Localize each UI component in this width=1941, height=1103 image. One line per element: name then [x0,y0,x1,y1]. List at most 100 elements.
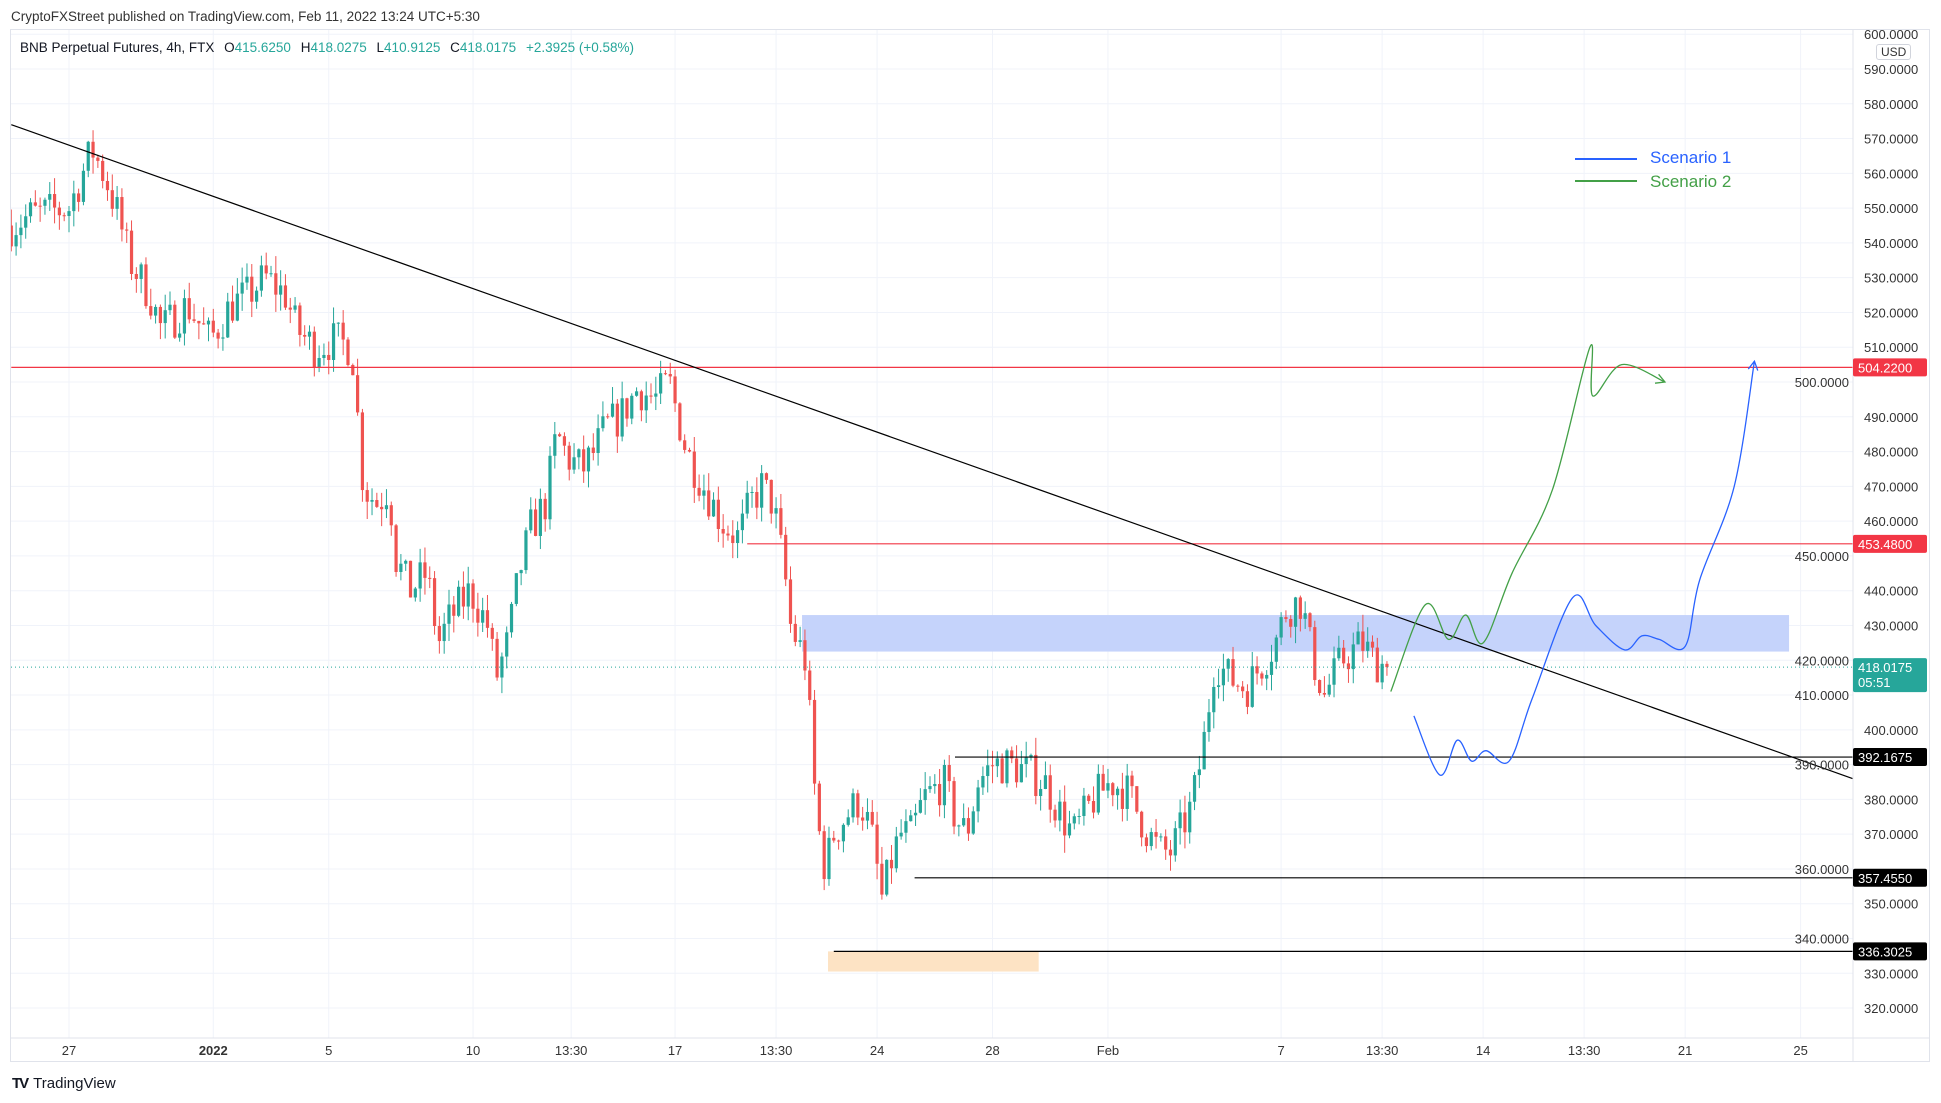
candle-body [346,339,350,366]
symbol-legend[interactable]: BNB Perpetual Futures, 4h, FTX O415.6250… [20,40,634,55]
price-tick-label: 350.0000 [1864,897,1918,912]
price-tick-label: 380.0000 [1864,792,1918,807]
candle-body [52,194,57,208]
price-tick-label: 370.0000 [1864,827,1918,842]
candle-body [567,445,571,470]
tradingview-logo[interactable]: TV TradingView [12,1075,116,1092]
candle-body [928,786,932,790]
currency-button[interactable]: USD [1876,44,1912,60]
candle-body [1067,823,1072,836]
candle-body [779,508,783,535]
candle-body [1135,786,1139,812]
candle-body [827,837,831,880]
time-tick-label: 13:30 [1568,1043,1601,1058]
scenario-1-arrow-icon [1747,359,1759,371]
candle-body [774,508,778,514]
time-tick-label: 27 [62,1043,76,1058]
candle-body [221,337,225,339]
candle-body [1168,849,1173,856]
candle-body [1274,637,1278,662]
price-tick-label: 440.0000 [1864,584,1918,599]
candle-body [1115,788,1120,796]
candle-body [1188,801,1192,833]
candle-body [812,699,817,784]
candle-body [1351,644,1355,670]
candle-body [1231,659,1235,686]
open-value: 415.6250 [234,40,291,55]
candle-body [38,205,42,207]
candle-body [1380,663,1384,683]
time-tick-label: 10 [466,1043,480,1058]
candle-body [360,412,365,491]
candle-body [1096,773,1100,813]
candle-body [803,640,807,671]
candle-body [1034,754,1038,797]
candle-body [129,230,134,274]
candle-body [57,207,61,216]
price-tick-label: 330.0000 [1864,966,1918,981]
candle-body [250,276,254,302]
candle-body [721,529,725,534]
candle-body [110,190,114,209]
open-label: O [224,40,235,55]
candle-body [120,197,124,230]
candle-body [240,282,244,294]
candle-body [43,199,47,206]
scenario-2-legend-label: Scenario 2 [1650,172,1731,191]
candle-body [726,533,730,536]
candle-body [125,229,129,231]
candle-body [476,608,480,623]
candle-body [837,840,841,842]
candle-body [481,610,485,623]
time-tick-label: 28 [985,1043,999,1058]
candle-body [865,811,870,821]
candle-body [764,473,769,480]
candle-body [1236,685,1240,687]
time-tick-label: 14 [1476,1043,1490,1058]
candle-body [1024,757,1028,765]
candle-body [918,800,922,813]
candle-body [861,817,865,821]
candle-body [760,473,764,508]
candle-body [519,570,523,574]
candle-body [509,603,514,633]
candle-body [1303,613,1307,619]
candle-body [351,365,355,376]
candle-body [1125,775,1129,809]
candle-body [173,304,177,338]
candle-body [885,859,889,895]
candle-body [1241,686,1245,692]
candle-body [596,428,600,453]
candle-body [942,765,947,806]
candle-body [788,579,793,624]
price-tick-label: 500.0000 [1795,375,1849,390]
price-tag-392.1675 [1853,748,1927,767]
candle-body [389,505,393,526]
candle-body [572,457,576,470]
price-tick-label: 480.0000 [1864,445,1918,460]
candle-body [553,434,557,456]
candle-body [1337,647,1341,659]
candle-body [856,793,860,818]
candle-body [533,509,538,536]
candle-body [745,492,749,514]
candle-body [163,310,167,324]
candle-body [1265,674,1269,679]
candle-body [418,562,422,589]
candle-body [707,490,711,517]
candle-body [428,577,432,579]
candle-body [1318,680,1322,693]
candle-body [957,825,961,827]
time-tick-label: 21 [1678,1043,1692,1058]
candle-body [678,403,682,441]
candle-body [1221,668,1225,686]
candle-body [1216,685,1221,687]
candle-body [408,560,413,598]
candle-body [1197,769,1201,776]
candle-body [591,447,595,453]
candle-body [1289,618,1293,627]
candle-body [312,331,316,368]
price-tick-label: 400.0000 [1864,723,1918,738]
price-tick-label: 430.0000 [1864,618,1918,633]
